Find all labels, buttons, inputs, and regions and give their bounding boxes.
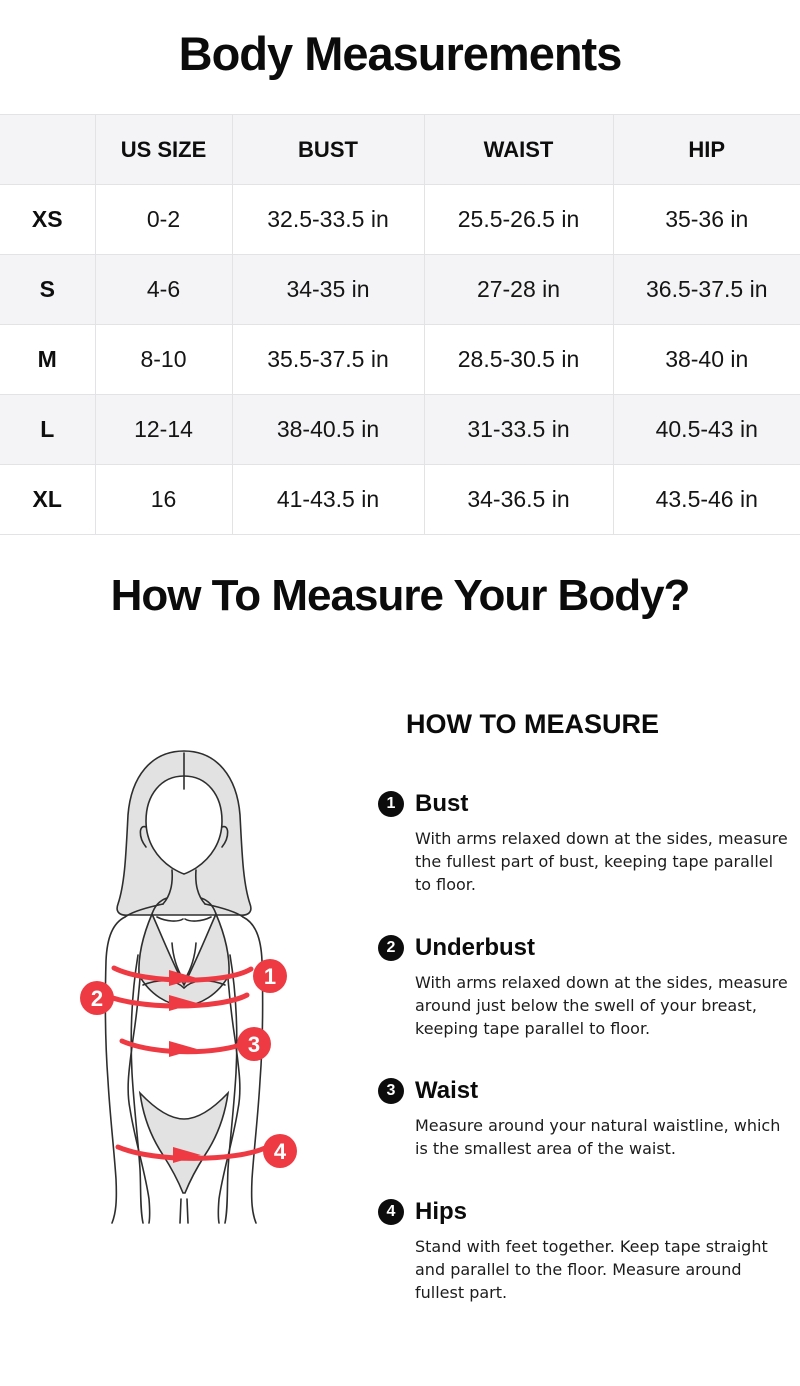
step-title: Hips: [415, 1197, 468, 1225]
us-size-cell: 0-2: [94, 184, 233, 255]
bust-cell: 41-43.5 in: [231, 464, 425, 535]
step-description: Stand with feet together. Keep tape stra…: [415, 1236, 768, 1302]
bra-left-strap: [151, 897, 168, 915]
left-arm-outer: [104, 916, 126, 1224]
us-size-cell: 8-10: [94, 324, 233, 395]
torso-right-contour: [217, 948, 241, 1224]
torso-left-contour: [127, 948, 151, 1224]
step-number-badge: 4: [378, 1198, 404, 1225]
step-bust: 1 Bust With arms relaxed down at the sid…: [378, 790, 789, 897]
step-waist: 3 Waist Measure around your natural wais…: [378, 1077, 789, 1160]
hip-cell: 40.5-43 in: [612, 394, 800, 465]
figure-marker-3-badge: [237, 1027, 271, 1061]
neck-right-line: [194, 869, 206, 905]
step-title: Bust: [415, 790, 469, 817]
bust-cell: 34-35 in: [231, 254, 425, 325]
waist-cell: 31-33.5 in: [423, 394, 614, 465]
size-chart-table: US SIZE BUST WAIST HIP XS 0-2 32.5-33.5 …: [0, 114, 800, 535]
table-row-s: S 4-6 34-35 in 27-28 in 36.5-37.5 in: [0, 254, 800, 325]
right-arm-outer: [242, 916, 264, 1224]
step-description: With arms relaxed down at the sides, mea…: [415, 972, 788, 1038]
waist-band-arrow: [169, 1041, 197, 1057]
waist-cell: 27-28 in: [423, 254, 614, 325]
bra-shape: [138, 912, 230, 1007]
panties-shape: [138, 1090, 230, 1194]
us-size-cell: 12-14: [94, 394, 233, 465]
figure-marker-2-number: 2: [91, 986, 103, 1011]
waist-cell: 25.5-26.5 in: [423, 184, 614, 255]
figure-marker-1-badge: [253, 959, 287, 993]
bust-cell: 35.5-37.5 in: [231, 324, 425, 395]
table-row-l: L 12-14 38-40.5 in 31-33.5 in 40.5-43 in: [0, 394, 800, 465]
step-number-badge: 3: [378, 1078, 404, 1105]
bust-cell: 38-40.5 in: [231, 394, 425, 465]
figure-marker-3-number: 3: [248, 1032, 260, 1057]
step-description: Measure around your natural waistline, w…: [415, 1116, 781, 1159]
inner-leg-left: [179, 1198, 182, 1224]
hip-cell: 36.5-37.5 in: [612, 254, 800, 325]
table-header-row: US SIZE BUST WAIST HIP: [0, 114, 800, 185]
table-row-xs: XS 0-2 32.5-33.5 in 25.5-26.5 in 35-36 i…: [0, 184, 800, 255]
page-title: Body Measurements: [178, 27, 623, 80]
figure-marker-4-number: 4: [274, 1139, 287, 1164]
how-to-measure-section: 1 2 3 4 HOW TO MEASURE 1 Bust With arms …: [0, 709, 800, 1341]
section-title: How To Measure Your Body?: [110, 571, 691, 620]
column-header-us-size: US SIZE: [94, 114, 233, 185]
underbust-band-arrow: [169, 995, 197, 1011]
hip-cell: 38-40 in: [612, 324, 800, 395]
column-header-bust: BUST: [231, 114, 425, 185]
female-figure-diagram: 1 2 3 4: [80, 750, 297, 1224]
inner-leg-right: [186, 1198, 189, 1224]
measure-steps-column: HOW TO MEASURE 1 Bust With arms relaxed …: [362, 709, 789, 1341]
size-row-label: L: [0, 394, 96, 465]
table-row-xl: XL 16 41-43.5 in 34-36.5 in 43.5-46 in: [0, 464, 800, 535]
figure-marker-1-number: 1: [264, 964, 276, 989]
table-row-m: M 8-10 35.5-37.5 in 28.5-30.5 in 38-40 i…: [0, 324, 800, 395]
left-shoulder-line: [124, 903, 164, 918]
step-description: With arms relaxed down at the sides, mea…: [415, 829, 788, 895]
right-shoulder-line: [204, 903, 244, 918]
step-hips: 4 Hips Stand with feet together. Keep ta…: [378, 1198, 789, 1305]
hip-cell: 35-36 in: [612, 184, 800, 255]
hip-cell: 43.5-46 in: [612, 464, 800, 535]
right-ear: [221, 825, 229, 848]
column-header-hip: HIP: [612, 114, 800, 185]
how-to-measure-heading: HOW TO MEASURE: [406, 709, 660, 739]
figure-marker-2-badge: [80, 981, 114, 1015]
us-size-cell: 16: [94, 464, 233, 535]
right-collarbone: [184, 916, 212, 922]
size-row-label: M: [0, 324, 96, 395]
size-row-label: XL: [0, 464, 96, 535]
bra-right-strap: [200, 897, 217, 915]
step-title: Waist: [415, 1077, 479, 1105]
right-arm-inner: [224, 954, 238, 1224]
body-figure-illustration: 1 2 3 4: [20, 709, 362, 1341]
left-arm-inner: [130, 954, 144, 1224]
us-size-cell: 4-6: [94, 254, 233, 325]
hip-band-arrow: [173, 1147, 201, 1163]
hip-measure-band: [115, 1144, 268, 1161]
waist-cell: 28.5-30.5 in: [423, 324, 614, 395]
left-ear: [139, 825, 147, 848]
step-number-badge: 2: [378, 934, 404, 961]
left-collarbone: [156, 916, 184, 922]
column-header-waist: WAIST: [423, 114, 614, 185]
size-row-label: XS: [0, 184, 96, 255]
step-title: Underbust: [415, 933, 535, 961]
bust-cell: 32.5-33.5 in: [231, 184, 425, 255]
step-number-badge: 1: [378, 791, 404, 817]
neck-left-line: [162, 869, 174, 905]
bust-band-arrow: [169, 970, 197, 986]
corner-header-cell: [0, 114, 96, 185]
step-underbust: 2 Underbust With arms relaxed down at th…: [378, 934, 789, 1041]
figure-marker-4-badge: [263, 1134, 297, 1168]
size-row-label: S: [0, 254, 96, 325]
waist-cell: 34-36.5 in: [423, 464, 614, 535]
